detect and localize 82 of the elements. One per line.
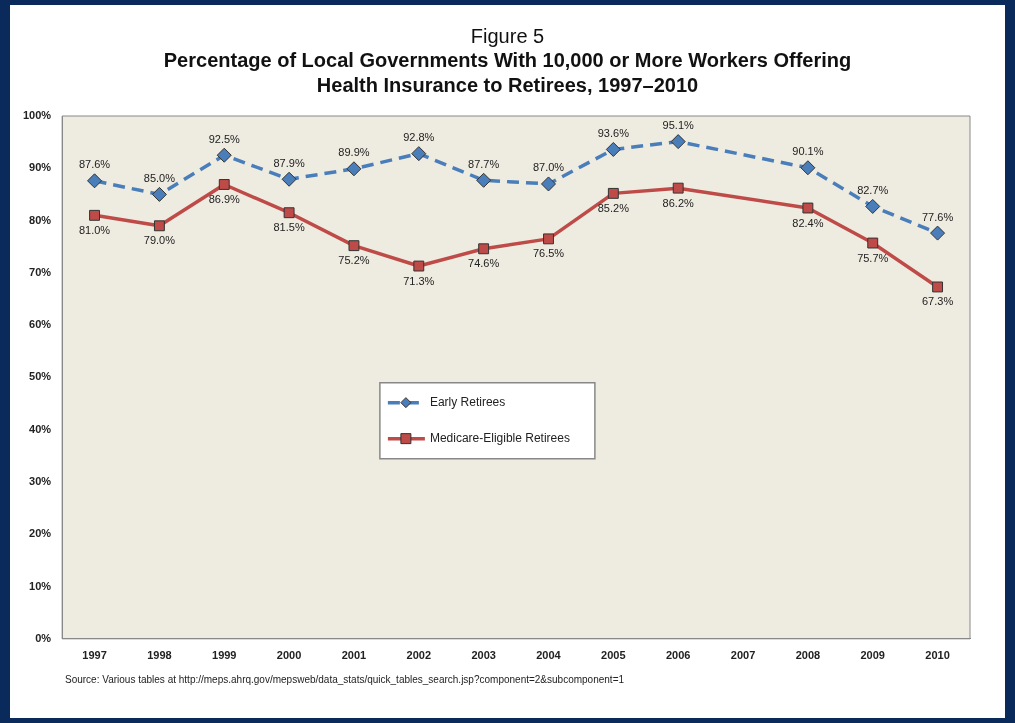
x-tick-label: 1997 <box>82 649 107 662</box>
y-tick-label: 50% <box>29 370 52 383</box>
point <box>540 176 556 192</box>
data-label: 82.7% <box>857 183 889 196</box>
point <box>346 161 362 177</box>
x-tick-label: 2002 <box>406 649 432 662</box>
source-note: Source: Various tables at http://meps.ahrq.gov/mepsweb/data_stats/quick_tables_search.jsp?component=2&subcomponent=1 <box>65 674 626 685</box>
y-tick-label: 100% <box>22 109 52 122</box>
point <box>151 186 167 202</box>
data-label: 95.1% <box>662 119 694 132</box>
x-tick-label: 2010 <box>925 649 950 662</box>
y-tick-label: 10% <box>29 579 52 592</box>
x-tick-label: 2001 <box>341 649 367 662</box>
data-label: 87.6% <box>78 158 111 171</box>
data-label: 81.5% <box>273 221 305 234</box>
point <box>281 171 297 187</box>
data-label: 86.9% <box>208 193 241 206</box>
x-tick-label: 2008 <box>795 649 821 662</box>
y-tick-label: 90% <box>29 161 52 174</box>
point <box>413 260 425 272</box>
point <box>670 134 686 150</box>
data-label: 92.5% <box>208 132 241 145</box>
data-label: 76.5% <box>532 247 565 260</box>
x-tick-label: 2007 <box>730 649 756 662</box>
data-label: 87.0% <box>532 161 565 174</box>
data-label: 77.6% <box>921 210 954 223</box>
data-label: 81.0% <box>78 223 111 236</box>
point <box>605 141 621 157</box>
legend-label: Medicare-Eligible Retirees <box>429 430 570 445</box>
point <box>283 207 295 219</box>
chart-subtitle: Percentage of Local Governments With 10,000 or More Workers Offering Health Insurance to Retirees, 1997–2010 <box>162 48 853 98</box>
y-tick-label: 80% <box>29 213 52 226</box>
point <box>89 209 101 221</box>
data-label: 92.8% <box>403 131 435 144</box>
point <box>930 225 946 241</box>
point <box>543 233 554 245</box>
point <box>218 179 230 190</box>
data-label: 79.0% <box>143 234 176 247</box>
data-label: 75.7% <box>857 251 889 264</box>
point <box>348 240 360 252</box>
x-tick-label: 2004 <box>536 649 562 662</box>
data-label: 87.9% <box>273 156 305 169</box>
data-label: 93.6% <box>597 126 630 139</box>
chart-title: Figure 5 <box>469 25 546 48</box>
x-tick-label: 2009 <box>860 649 885 662</box>
data-label: 75.2% <box>338 254 370 267</box>
point <box>607 187 619 199</box>
y-tick-label: 0% <box>35 631 52 644</box>
y-tick-label: 20% <box>29 527 52 540</box>
legend-label: Early Retirees <box>429 394 506 409</box>
point <box>865 198 881 214</box>
x-tick-label: 1999 <box>212 649 237 662</box>
y-tick-label: 60% <box>29 318 52 331</box>
point <box>800 160 816 176</box>
point <box>476 172 492 188</box>
data-label: 71.3% <box>403 274 435 287</box>
x-tick-label: 2003 <box>471 649 496 662</box>
point <box>411 146 427 162</box>
data-label: 85.2% <box>597 201 630 214</box>
data-label: 82.4% <box>792 216 824 229</box>
y-tick-label: 30% <box>29 474 52 487</box>
point <box>672 182 684 194</box>
point <box>216 147 232 163</box>
data-label: 74.6% <box>468 257 500 270</box>
point <box>87 173 103 189</box>
point <box>153 220 165 232</box>
y-tick-label: 70% <box>29 265 52 278</box>
data-label: 86.2% <box>662 196 694 209</box>
y-tick-label: 40% <box>29 422 52 435</box>
point <box>478 243 490 255</box>
x-tick-label: 2005 <box>601 649 626 662</box>
point <box>867 237 879 249</box>
data-label: 89.9% <box>338 146 370 159</box>
point <box>802 202 814 214</box>
point <box>932 281 944 293</box>
data-label: 87.7% <box>468 157 500 170</box>
data-label: 85.0% <box>143 171 176 184</box>
data-label: 67.3% <box>921 295 954 308</box>
x-tick-label: 1998 <box>147 649 172 662</box>
x-tick-label: 2006 <box>665 649 691 662</box>
data-label: 90.1% <box>792 145 824 158</box>
x-tick-label: 2000 <box>276 649 302 662</box>
